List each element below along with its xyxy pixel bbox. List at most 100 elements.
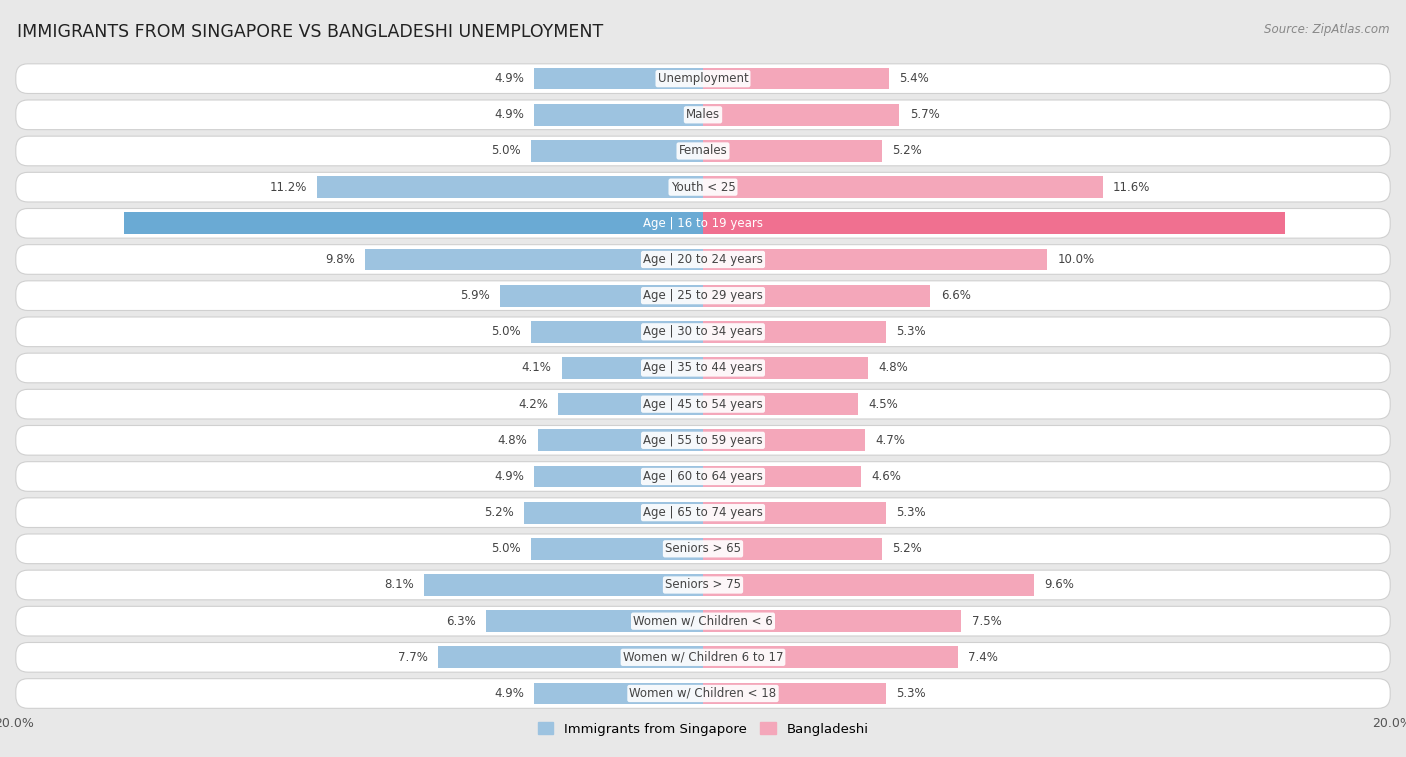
Text: 4.2%: 4.2% bbox=[519, 397, 548, 410]
Text: 5.2%: 5.2% bbox=[484, 506, 513, 519]
Text: Women w/ Children 6 to 17: Women w/ Children 6 to 17 bbox=[623, 651, 783, 664]
Text: Source: ZipAtlas.com: Source: ZipAtlas.com bbox=[1264, 23, 1389, 36]
FancyBboxPatch shape bbox=[15, 534, 1391, 564]
Text: Males: Males bbox=[686, 108, 720, 121]
Text: 10.0%: 10.0% bbox=[1057, 253, 1095, 266]
Bar bbox=[703, 502, 886, 524]
Text: 11.6%: 11.6% bbox=[1114, 181, 1150, 194]
Text: Age | 65 to 74 years: Age | 65 to 74 years bbox=[643, 506, 763, 519]
FancyBboxPatch shape bbox=[15, 643, 1391, 672]
Bar bbox=[486, 610, 703, 632]
Text: Females: Females bbox=[679, 145, 727, 157]
Text: 5.7%: 5.7% bbox=[910, 108, 939, 121]
Text: 5.2%: 5.2% bbox=[893, 145, 922, 157]
Bar bbox=[531, 321, 703, 343]
Bar bbox=[558, 394, 703, 415]
Bar bbox=[562, 357, 703, 378]
Text: IMMIGRANTS FROM SINGAPORE VS BANGLADESHI UNEMPLOYMENT: IMMIGRANTS FROM SINGAPORE VS BANGLADESHI… bbox=[17, 23, 603, 41]
Text: 4.9%: 4.9% bbox=[494, 687, 524, 700]
Bar bbox=[524, 502, 703, 524]
Text: 8.1%: 8.1% bbox=[384, 578, 413, 591]
Text: Age | 35 to 44 years: Age | 35 to 44 years bbox=[643, 362, 763, 375]
Text: 5.3%: 5.3% bbox=[896, 326, 925, 338]
Bar bbox=[703, 683, 886, 704]
Text: 7.7%: 7.7% bbox=[398, 651, 427, 664]
FancyBboxPatch shape bbox=[15, 354, 1391, 383]
Text: 7.5%: 7.5% bbox=[972, 615, 1001, 628]
FancyBboxPatch shape bbox=[15, 173, 1391, 202]
Text: 5.0%: 5.0% bbox=[491, 145, 520, 157]
Text: 5.3%: 5.3% bbox=[896, 687, 925, 700]
Bar bbox=[703, 285, 931, 307]
Text: 4.9%: 4.9% bbox=[494, 72, 524, 85]
Bar bbox=[703, 213, 1285, 234]
Bar bbox=[703, 429, 865, 451]
FancyBboxPatch shape bbox=[15, 679, 1391, 709]
Bar bbox=[703, 321, 886, 343]
Bar bbox=[703, 466, 862, 488]
Text: Women w/ Children < 18: Women w/ Children < 18 bbox=[630, 687, 776, 700]
FancyBboxPatch shape bbox=[15, 281, 1391, 310]
Text: Seniors > 75: Seniors > 75 bbox=[665, 578, 741, 591]
FancyBboxPatch shape bbox=[15, 570, 1391, 600]
Text: 5.0%: 5.0% bbox=[491, 326, 520, 338]
Text: 6.6%: 6.6% bbox=[941, 289, 970, 302]
Text: 4.9%: 4.9% bbox=[494, 108, 524, 121]
Text: 6.3%: 6.3% bbox=[446, 615, 475, 628]
FancyBboxPatch shape bbox=[15, 462, 1391, 491]
Bar bbox=[425, 574, 703, 596]
Text: Age | 30 to 34 years: Age | 30 to 34 years bbox=[643, 326, 763, 338]
FancyBboxPatch shape bbox=[15, 208, 1391, 238]
Bar bbox=[534, 104, 703, 126]
Text: 16.9%: 16.9% bbox=[1340, 217, 1382, 230]
Text: 5.0%: 5.0% bbox=[491, 542, 520, 556]
Bar bbox=[703, 394, 858, 415]
Text: Age | 45 to 54 years: Age | 45 to 54 years bbox=[643, 397, 763, 410]
Text: 4.8%: 4.8% bbox=[498, 434, 527, 447]
Text: Age | 25 to 29 years: Age | 25 to 29 years bbox=[643, 289, 763, 302]
Text: 4.1%: 4.1% bbox=[522, 362, 551, 375]
FancyBboxPatch shape bbox=[15, 606, 1391, 636]
Bar bbox=[537, 429, 703, 451]
Bar bbox=[499, 285, 703, 307]
Text: 9.6%: 9.6% bbox=[1045, 578, 1074, 591]
Text: 7.4%: 7.4% bbox=[969, 651, 998, 664]
Text: Women w/ Children < 6: Women w/ Children < 6 bbox=[633, 615, 773, 628]
FancyBboxPatch shape bbox=[15, 245, 1391, 274]
Bar bbox=[703, 248, 1047, 270]
Bar bbox=[534, 683, 703, 704]
FancyBboxPatch shape bbox=[15, 389, 1391, 419]
Text: 9.8%: 9.8% bbox=[325, 253, 356, 266]
Bar bbox=[534, 466, 703, 488]
FancyBboxPatch shape bbox=[15, 136, 1391, 166]
Text: Age | 20 to 24 years: Age | 20 to 24 years bbox=[643, 253, 763, 266]
Text: Age | 60 to 64 years: Age | 60 to 64 years bbox=[643, 470, 763, 483]
Text: 4.6%: 4.6% bbox=[872, 470, 901, 483]
Text: 5.3%: 5.3% bbox=[896, 506, 925, 519]
Bar bbox=[703, 140, 882, 162]
Bar bbox=[318, 176, 703, 198]
Bar bbox=[531, 140, 703, 162]
Text: Age | 55 to 59 years: Age | 55 to 59 years bbox=[643, 434, 763, 447]
Bar bbox=[703, 538, 882, 559]
FancyBboxPatch shape bbox=[15, 425, 1391, 455]
Text: 4.9%: 4.9% bbox=[494, 470, 524, 483]
Legend: Immigrants from Singapore, Bangladeshi: Immigrants from Singapore, Bangladeshi bbox=[533, 717, 873, 741]
FancyBboxPatch shape bbox=[15, 100, 1391, 129]
Bar bbox=[124, 213, 703, 234]
FancyBboxPatch shape bbox=[15, 64, 1391, 93]
Text: 4.8%: 4.8% bbox=[879, 362, 908, 375]
FancyBboxPatch shape bbox=[15, 317, 1391, 347]
Bar bbox=[703, 646, 957, 668]
Text: Youth < 25: Youth < 25 bbox=[671, 181, 735, 194]
FancyBboxPatch shape bbox=[15, 498, 1391, 528]
Bar bbox=[703, 104, 900, 126]
Bar bbox=[437, 646, 703, 668]
Bar bbox=[531, 538, 703, 559]
Bar bbox=[534, 68, 703, 89]
Text: 5.4%: 5.4% bbox=[900, 72, 929, 85]
Text: Age | 16 to 19 years: Age | 16 to 19 years bbox=[643, 217, 763, 230]
Bar bbox=[366, 248, 703, 270]
Text: Seniors > 65: Seniors > 65 bbox=[665, 542, 741, 556]
Text: 5.9%: 5.9% bbox=[460, 289, 489, 302]
